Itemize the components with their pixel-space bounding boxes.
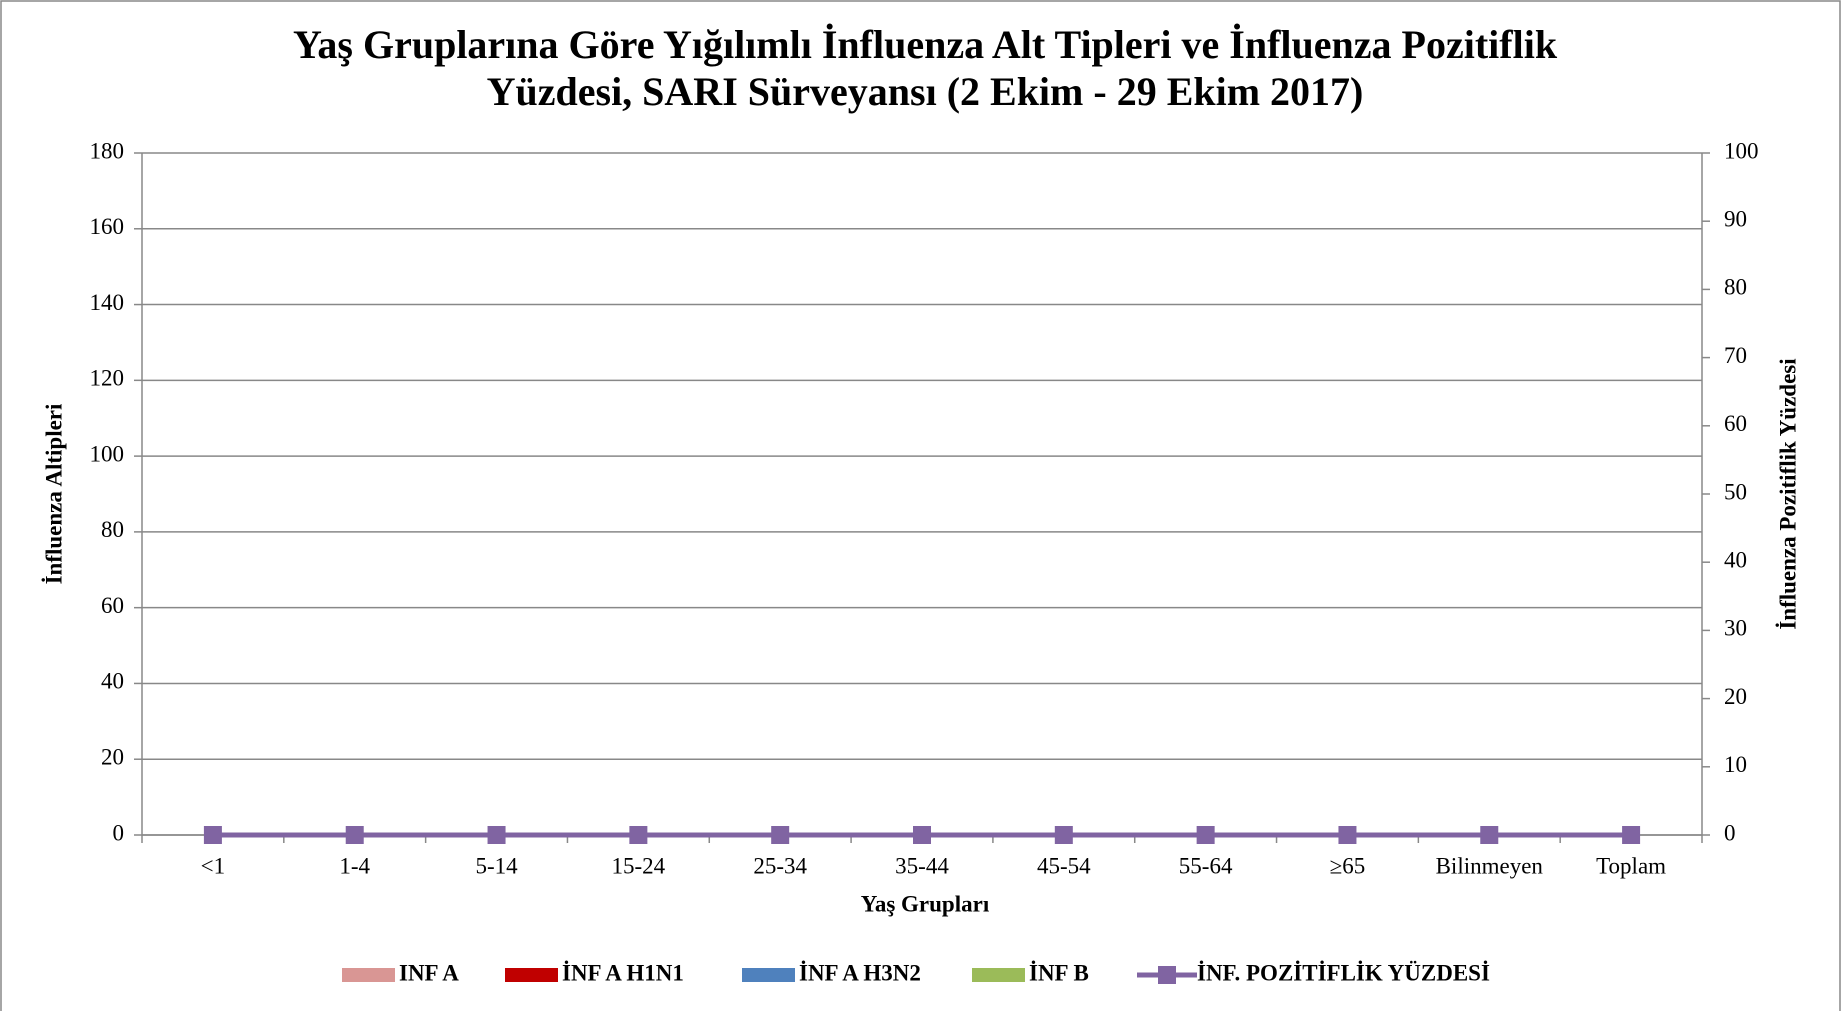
y2-tick-label: 40	[1724, 547, 1747, 572]
x-tick-label: 45-54	[1037, 853, 1091, 878]
y-tick-label: 20	[101, 745, 124, 770]
chart-title: Yaş Gruplarına Göre Yığılımlı İnfluenza …	[293, 22, 1558, 67]
y-axis-title: İnfluenza Altipleri	[41, 403, 66, 584]
x-tick-label: 25-34	[753, 853, 807, 878]
y2-tick-label: 50	[1724, 479, 1747, 504]
line-marker	[1054, 826, 1073, 844]
legend-label: İNF A H3N2	[799, 960, 921, 985]
x-tick-label: 15-24	[612, 853, 666, 878]
legend-swatch	[505, 968, 558, 982]
y2-tick-label: 10	[1724, 752, 1747, 777]
y-tick-label: 160	[90, 214, 125, 239]
x-tick-label: 1-4	[339, 853, 370, 878]
x-tick-label: <1	[201, 853, 225, 878]
y-tick-label: 120	[90, 366, 125, 391]
line-marker	[345, 826, 364, 844]
line-marker	[203, 826, 222, 844]
line-marker	[487, 826, 506, 844]
y-tick-label: 40	[101, 669, 124, 694]
y2-tick-label: 60	[1724, 411, 1747, 436]
legend-label: İNF A H1N1	[562, 960, 684, 985]
legend-swatch	[972, 968, 1025, 982]
y2-tick-label: 100	[1724, 138, 1759, 163]
legend-swatch	[342, 968, 395, 982]
line-marker	[1622, 826, 1641, 844]
x-tick-label: Bilinmeyen	[1436, 853, 1544, 878]
y2-axis-title: İnfluenza Pozitiflik Yüzdesi	[1775, 358, 1800, 630]
x-tick-label: ≥65	[1330, 853, 1366, 878]
y-tick-label: 180	[90, 138, 125, 163]
legend-swatch	[742, 968, 795, 982]
y2-tick-label: 0	[1724, 820, 1736, 845]
y-tick-label: 140	[90, 290, 125, 315]
legend-label: İNF. POZİTİFLİK YÜZDESİ	[1197, 960, 1490, 985]
y-tick-label: 0	[113, 820, 125, 845]
x-tick-label: 5-14	[475, 853, 518, 878]
y2-tick-label: 80	[1724, 275, 1747, 300]
legend-label: INF A	[399, 960, 459, 985]
line-marker	[1338, 826, 1357, 844]
chart-title: Yüzdesi, SARI Sürveyansı (2 Ekim - 29 Ek…	[487, 69, 1364, 114]
y-tick-label: 100	[90, 441, 125, 466]
y2-tick-label: 20	[1724, 684, 1747, 709]
y-tick-label: 80	[101, 517, 124, 542]
y2-tick-label: 30	[1724, 616, 1747, 641]
line-marker	[913, 826, 931, 844]
line-marker	[1480, 826, 1499, 844]
y-tick-label: 60	[101, 593, 124, 618]
x-axis-title: Yaş Grupları	[861, 891, 990, 916]
x-tick-label: 55-64	[1179, 853, 1233, 878]
x-tick-label: 35-44	[895, 853, 949, 878]
y2-tick-label: 70	[1724, 343, 1747, 368]
line-marker	[771, 826, 790, 844]
line-marker	[629, 826, 648, 844]
y2-tick-label: 90	[1724, 206, 1747, 231]
line-marker	[1196, 826, 1215, 844]
legend-swatch	[1158, 966, 1176, 984]
x-tick-label: Toplam	[1596, 853, 1666, 878]
legend-label: İNF B	[1029, 960, 1089, 985]
